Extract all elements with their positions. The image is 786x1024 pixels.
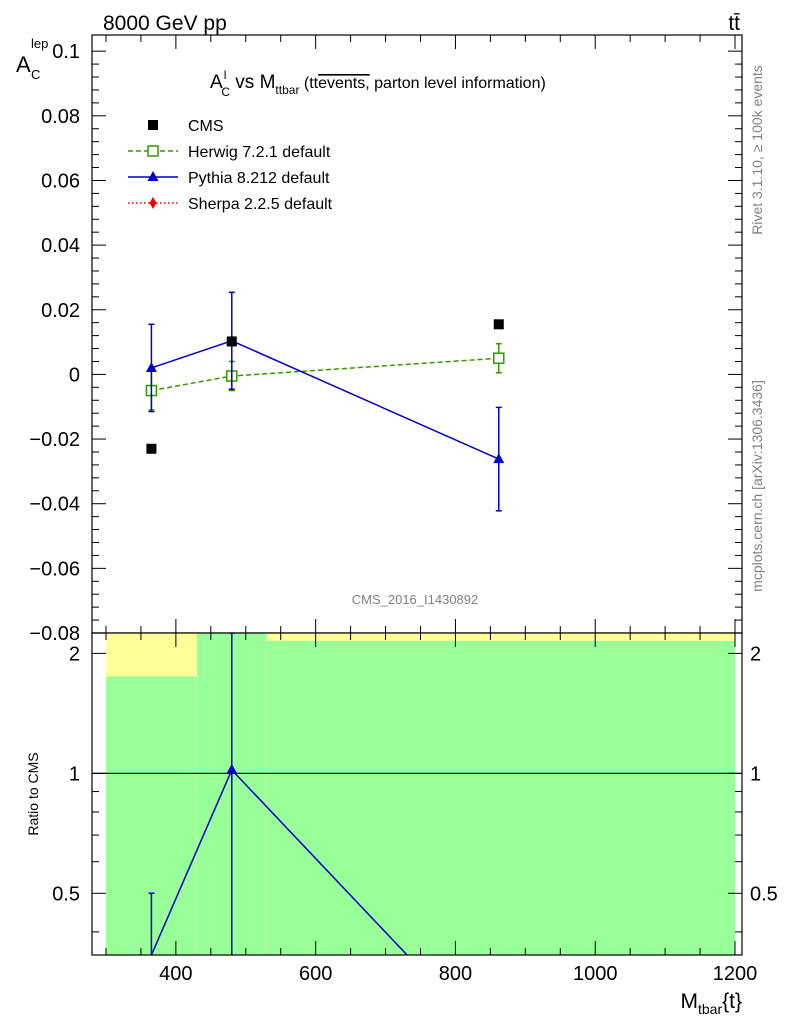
y-tick-label: 0.02 <box>41 300 80 322</box>
ratio-y-tick-label-right: 2 <box>750 643 761 665</box>
y-tick-label: 0.04 <box>41 235 80 257</box>
watermark: CMS_2016_I1430892 <box>352 592 479 607</box>
y-tick-label: −0.04 <box>29 494 80 516</box>
x-tick-label: 1000 <box>573 963 618 985</box>
x-tick-label: 600 <box>299 963 332 985</box>
x-axis-label: Mtbar{t} <box>681 990 743 1017</box>
x-tick-label: 400 <box>159 963 192 985</box>
bottom-axis-ticks <box>92 633 742 955</box>
legend-label: Pythia 8.212 default <box>188 170 330 187</box>
top-axis-ticks <box>92 35 742 634</box>
legend-marker <box>149 197 157 209</box>
y-tick-label: 0.08 <box>41 106 80 128</box>
pythia-point <box>493 453 505 464</box>
bottom-frame <box>91 632 743 956</box>
uncertainty-band-inner <box>266 640 736 955</box>
energy-label: 8000 GeV pp <box>103 12 227 35</box>
legend-marker <box>148 120 158 130</box>
ratio-y-tick-label: 1 <box>69 763 80 785</box>
mcplots-label: mcplots.cern.ch [arXiv:1306.3436] <box>749 380 765 592</box>
ratio-y-tick-label-right: 0.5 <box>750 883 778 905</box>
cms-point <box>146 443 157 454</box>
ratio-point <box>226 763 238 774</box>
bottom-tick-labels: 0.5 0.5 1 1 2 2 400 600 800 1000 1200 <box>52 643 778 985</box>
y-tick-label: 0 <box>69 364 80 386</box>
ratio-y-axis-label: Ratio to CMS <box>25 752 41 835</box>
series-line <box>151 339 500 460</box>
cms-point <box>493 319 504 330</box>
legend-label: Herwig 7.2.1 default <box>188 144 331 161</box>
top-panel: −0.08 −0.06 −0.04 −0.02 0 0.02 0.04 0.06 0.08 0.1… <box>16 34 743 645</box>
ratio-y-tick-label: 0.5 <box>52 883 80 905</box>
svg-text:lep: lep <box>31 36 48 51</box>
ratio-y-tick-label: 2 <box>69 643 80 665</box>
legend-entry: CMS <box>148 118 224 135</box>
legend: CMS Herwig 7.2.1 default Pythia 8.212 defa… <box>128 118 333 213</box>
legend-entry: Pythia 8.212 default <box>128 170 330 187</box>
pythia-point <box>145 361 157 372</box>
top-y-tick-labels: −0.08 −0.06 −0.04 −0.02 0 0.02 0.04 0.06 0.08 0.1 <box>29 41 80 645</box>
svg-text:A: A <box>16 52 31 77</box>
legend-label: Sherpa 2.2.5 default <box>188 196 333 213</box>
chart-title: Al C vs Mttbar (ttevents, parton level in… <box>210 68 546 99</box>
ratio-y-tick-label-right: 1 <box>750 763 761 785</box>
rivet-label: Rivet 3.1.10, ≥ 100k events <box>749 65 765 235</box>
y-tick-label: 0.06 <box>41 170 80 192</box>
y-tick-label: 0.1 <box>52 41 80 63</box>
svg-text:C: C <box>31 67 40 82</box>
legend-marker <box>147 171 159 181</box>
legend-marker <box>147 145 159 157</box>
legend-label: CMS <box>188 118 224 135</box>
process-label: tt̄ <box>728 12 740 35</box>
y-tick-label: −0.02 <box>29 429 80 451</box>
bottom-panel: 0.5 0.5 1 1 2 2 400 600 800 1000 1200 Ratio to CMS… <box>25 632 778 1017</box>
legend-entry: Herwig 7.2.1 default <box>128 144 331 161</box>
legend-entry: Sherpa 2.2.5 default <box>128 196 333 213</box>
x-tick-label: 800 <box>439 963 472 985</box>
y-tick-label: −0.08 <box>29 623 80 645</box>
cms-point <box>226 336 237 347</box>
top-y-axis-label: A C lep <box>16 36 48 82</box>
herwig-point <box>493 352 505 364</box>
ratio-plot-area <box>92 633 742 955</box>
series-line <box>151 357 499 392</box>
y-tick-label: −0.06 <box>29 558 80 580</box>
x-tick-label: 1200 <box>713 963 758 985</box>
top-plot-area <box>145 291 505 512</box>
